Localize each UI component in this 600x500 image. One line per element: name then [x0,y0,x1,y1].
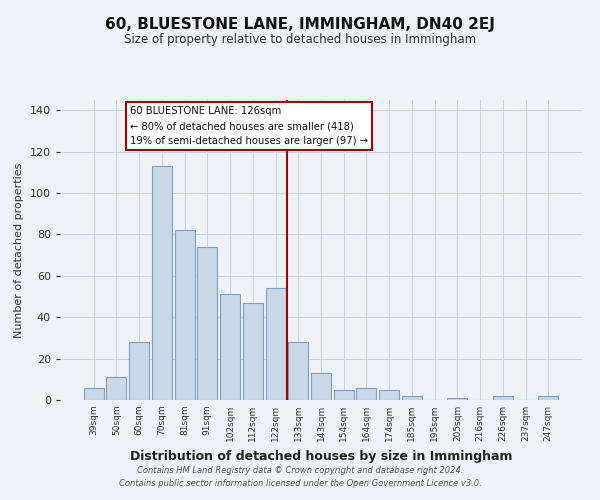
Bar [197,247,217,400]
Bar [493,396,513,400]
Bar [152,166,172,400]
Bar [266,288,286,400]
X-axis label: Distribution of detached houses by size in Immingham: Distribution of detached houses by size … [130,450,512,462]
Y-axis label: Number of detached properties: Number of detached properties [14,162,24,338]
Bar [356,388,376,400]
Text: Size of property relative to detached houses in Immingham: Size of property relative to detached ho… [124,32,476,46]
Bar [448,398,467,400]
Bar [311,373,331,400]
Bar [243,303,263,400]
Bar [538,396,558,400]
Bar [84,388,104,400]
Text: Contains HM Land Registry data © Crown copyright and database right 2024.
Contai: Contains HM Land Registry data © Crown c… [119,466,481,487]
Bar [175,230,194,400]
Bar [402,396,422,400]
Bar [220,294,240,400]
Bar [334,390,354,400]
Text: 60 BLUESTONE LANE: 126sqm
← 80% of detached houses are smaller (418)
19% of semi: 60 BLUESTONE LANE: 126sqm ← 80% of detac… [130,106,368,146]
Bar [379,390,399,400]
Bar [129,342,149,400]
Bar [106,377,127,400]
Bar [288,342,308,400]
Text: 60, BLUESTONE LANE, IMMINGHAM, DN40 2EJ: 60, BLUESTONE LANE, IMMINGHAM, DN40 2EJ [105,18,495,32]
